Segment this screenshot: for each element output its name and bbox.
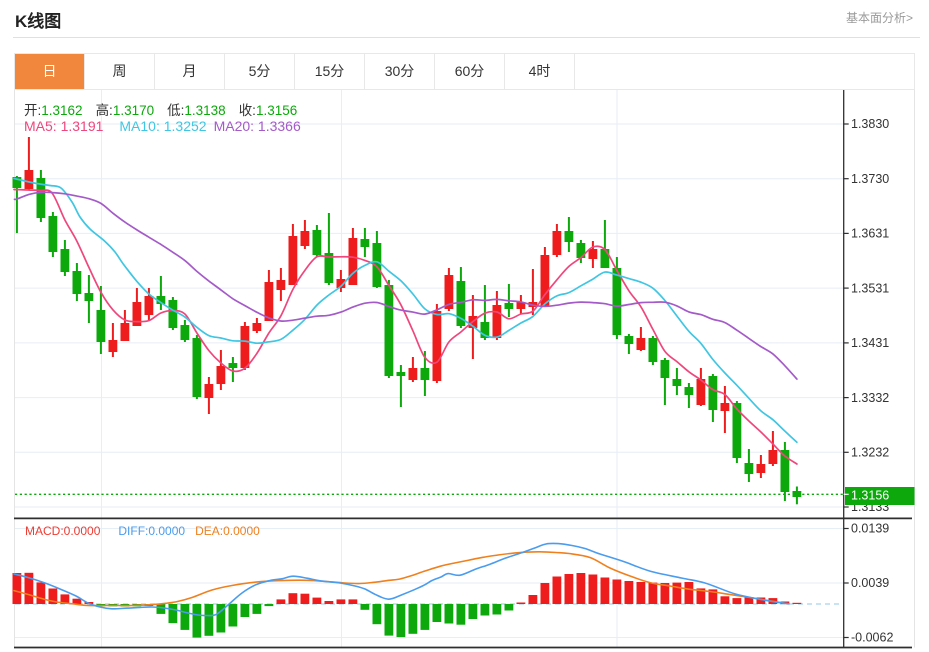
svg-text:1.3332: 1.3332 (851, 391, 889, 405)
svg-text:1.3531: 1.3531 (851, 281, 889, 295)
svg-text:1.3830: 1.3830 (851, 117, 889, 131)
svg-text:0.0139: 0.0139 (851, 522, 889, 536)
svg-text:1.3156: 1.3156 (851, 489, 889, 503)
svg-text:1.3232: 1.3232 (851, 446, 889, 460)
svg-text:0.0039: 0.0039 (851, 576, 889, 590)
svg-text:1.3631: 1.3631 (851, 227, 889, 241)
svg-text:-0.0062: -0.0062 (851, 631, 893, 645)
svg-text:1.3730: 1.3730 (851, 172, 889, 186)
svg-text:1.3431: 1.3431 (851, 336, 889, 350)
